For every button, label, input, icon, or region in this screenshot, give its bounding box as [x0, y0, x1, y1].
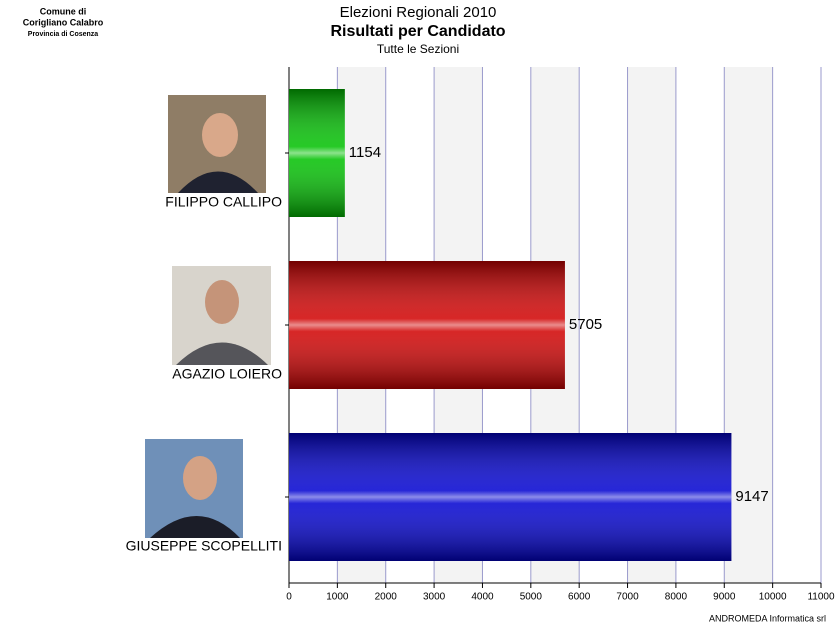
x-tick-label: 6000 — [568, 592, 591, 603]
x-tick-label: 7000 — [616, 592, 639, 603]
chart-caption: Tutte le Sezioni — [377, 42, 459, 56]
x-tick-label: 4000 — [471, 592, 494, 603]
stripe — [724, 67, 773, 583]
chart-subtitle: Risultati per Candidato — [330, 23, 505, 40]
x-tick-label: 10000 — [759, 592, 787, 603]
value-label: 9147 — [735, 488, 768, 505]
x-tick-label: 2000 — [375, 592, 398, 603]
x-tick-label: 11000 — [807, 592, 835, 603]
bar-shine — [289, 89, 345, 217]
x-tick-label: 0 — [286, 592, 292, 603]
header-line: Comune di — [40, 6, 87, 16]
x-tick-label: 9000 — [713, 592, 736, 603]
photo-face — [205, 280, 239, 324]
y-tick-label: AGAZIO LOIERO — [172, 366, 282, 382]
bar-shine — [289, 261, 565, 389]
header-line: Corigliano Calabro — [23, 17, 104, 27]
header-line: Provincia di Cosenza — [28, 31, 99, 38]
value-label: 1154 — [349, 144, 381, 161]
bar-shine — [289, 433, 732, 561]
photo-suit — [178, 171, 258, 193]
photo-suit — [150, 516, 240, 538]
photos — [145, 95, 271, 538]
value-label: 5705 — [569, 316, 602, 333]
photo-face — [202, 113, 238, 157]
y-tick-label: FILIPPO CALLIPO — [165, 194, 282, 210]
footer: ANDROMEDA Informatica srl — [709, 613, 826, 623]
x-tick-label: 5000 — [520, 592, 543, 603]
x-tick-label: 3000 — [423, 592, 446, 603]
x-tick-label: 1000 — [326, 592, 349, 603]
chart-title: Elezioni Regionali 2010 — [340, 4, 497, 21]
photo-suit — [176, 342, 268, 365]
photo-face — [183, 456, 217, 500]
y-tick-label: GIUSEPPE SCOPELLITI — [126, 538, 282, 554]
x-tick-label: 8000 — [665, 592, 688, 603]
